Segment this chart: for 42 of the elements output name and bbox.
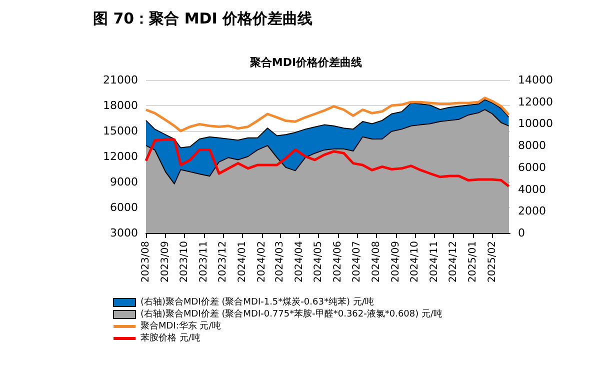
y-tick-label: 12000 [103,150,138,163]
y2-tick-label: 4000 [518,182,546,196]
x-tick-label: 2024/08 [370,241,382,283]
x-tick-label: 2024/06 [332,241,344,283]
legend-label: 苯胺价格 元/吨 [140,332,200,344]
y2-tick-label: 6000 [518,160,546,174]
x-tick-label: 2024/05 [313,241,324,283]
x-tick-label: 2024/01 [236,241,248,283]
x-tick-label: 2023/11 [198,241,210,283]
x-tick-label: 2024/04 [294,241,306,283]
y-tick-label: 18000 [103,99,138,112]
x-tick-label: 2023/12 [217,241,228,283]
y2-tick-label: 8000 [518,139,546,152]
x-tick-label: 2023/10 [178,241,190,283]
x-tick-label: 2024/12 [448,241,459,283]
x-tick-label: 2025/02 [486,241,498,283]
x-tick-label: 2025/01 [467,241,478,283]
y-tick-label: 21000 [103,74,138,86]
y2-tick-label: 10000 [518,117,553,130]
y2-tick-label: 14000 [518,74,553,86]
legend-label: (右轴)聚合MDI价差 (聚合MDI-1.5*煤炭-0.63*纯苯) 元/吨 [140,296,374,308]
y-tick-label: 6000 [110,201,138,214]
legend-label: 聚合MDI:华东 元/吨 [140,320,221,332]
x-tick-label: 2024/02 [256,241,268,283]
x-tick-label: 2024/10 [409,241,420,283]
legend-label: (右轴)聚合MDI价差 (聚合MDI-0.775*苯胺-甲醛*0.362-液氯*0.608) 元/吨 [140,308,443,320]
x-tick-label: 2023/09 [160,241,172,283]
chart-subtitle: 聚合MDI价格价差曲线 [248,56,362,69]
y2-tick-label: 12000 [518,95,553,108]
y2-tick-label: 2000 [518,204,546,218]
y-tick-label: 9000 [110,176,138,188]
line-series [144,138,510,188]
x-tick-label: 2024/07 [351,241,362,283]
chart-title: 图 70：聚合 MDI 价格价差曲线 [93,10,312,28]
x-tick-label: 2024/03 [274,241,286,283]
x-tick-label: 2024/11 [428,241,440,283]
line-series [144,96,510,132]
y-tick-label: 3000 [110,226,138,240]
x-tick-label: 2023/08 [140,241,152,283]
x-tick-label: 2024/09 [390,241,402,283]
y2-tick-label: 0 [518,226,525,240]
y-tick-label: 15000 [103,124,138,138]
